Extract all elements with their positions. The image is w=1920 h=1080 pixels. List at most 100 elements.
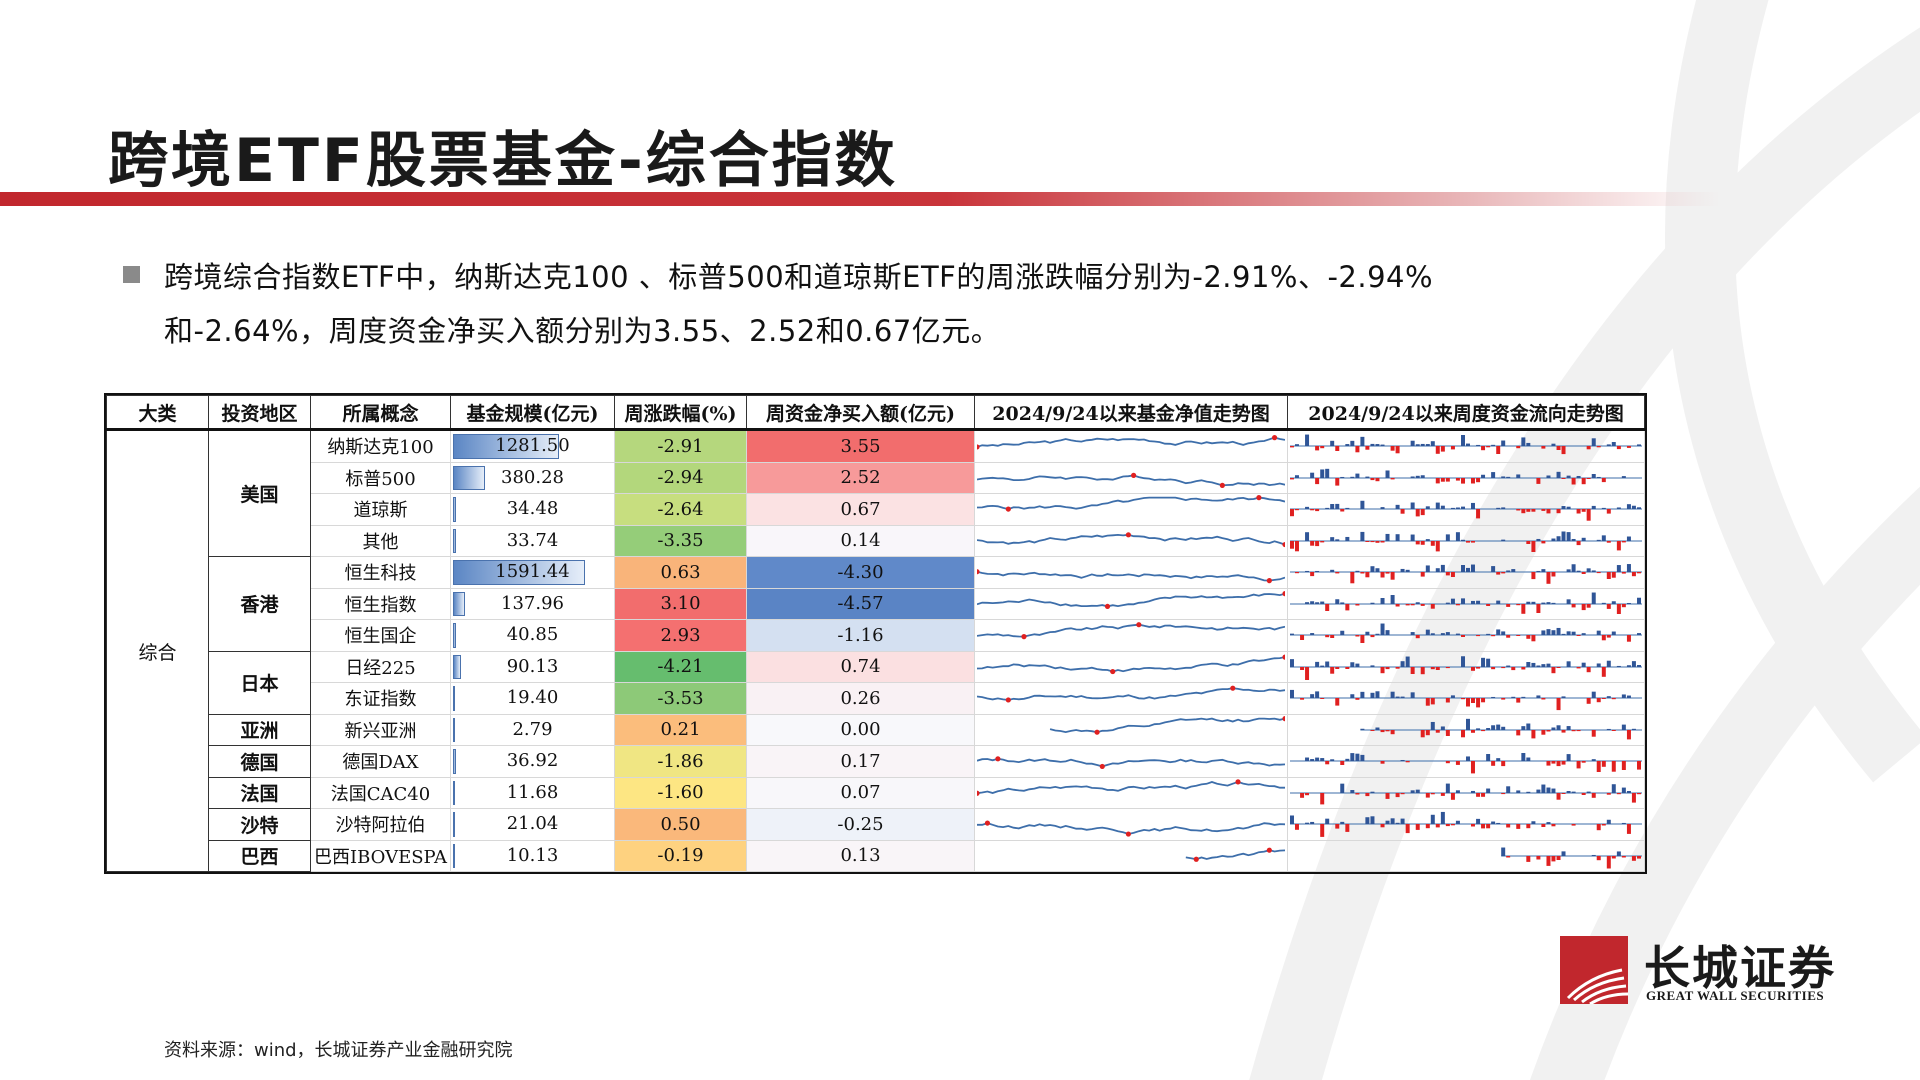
size-cell: 90.13 bbox=[450, 650, 615, 683]
concept-cell: 恒生国企 bbox=[310, 619, 451, 652]
concept-cell: 日经225 bbox=[310, 650, 451, 683]
change-cell: 2.93 bbox=[614, 619, 747, 652]
nav-sparkline bbox=[974, 493, 1288, 526]
size-bar bbox=[453, 843, 455, 868]
change-cell: 0.50 bbox=[614, 808, 747, 841]
change-cell: -2.94 bbox=[614, 461, 747, 494]
size-value: 10.13 bbox=[506, 844, 559, 866]
size-value: 2.79 bbox=[512, 718, 553, 740]
size-bar bbox=[453, 717, 455, 742]
title-divider bbox=[0, 192, 1720, 206]
flow-cell: 0.07 bbox=[746, 776, 975, 809]
source-note: 资料来源：wind，长城证券产业金融研究院 bbox=[164, 1040, 513, 1061]
flow-cell: 3.55 bbox=[746, 429, 975, 463]
size-bar bbox=[453, 686, 455, 711]
table-row: 巴西 巴西IBOVESPA 10.13 -0.19 0.13 bbox=[107, 839, 1645, 872]
size-value: 40.85 bbox=[506, 624, 559, 645]
flow-cell: 0.13 bbox=[746, 839, 975, 872]
nav-sparkline bbox=[974, 587, 1288, 620]
size-cell: 1591.44 bbox=[450, 556, 615, 589]
size-bar bbox=[453, 749, 456, 774]
size-value: 33.74 bbox=[506, 529, 559, 551]
change-cell: 3.10 bbox=[614, 587, 747, 620]
nav-sparkline bbox=[974, 619, 1288, 652]
summary-text: 跨境综合指数ETF中，纳斯达克100 、标普500和道琼斯ETF的周涨跌幅分别为… bbox=[164, 250, 1684, 358]
flow-sparkline bbox=[1287, 429, 1645, 463]
flow-sparkline bbox=[1287, 682, 1645, 715]
flow-sparkline bbox=[1287, 524, 1645, 557]
logo-name-en: GREAT WALL SECURITIES bbox=[1646, 988, 1825, 1003]
flow-cell: 0.17 bbox=[746, 745, 975, 778]
size-cell: 21.04 bbox=[450, 808, 615, 841]
etf-table: 大类 投资地区 所属概念 基金规模(亿元) 周涨跌幅(%) 周资金净买入额(亿元… bbox=[104, 393, 1647, 874]
size-value: 19.40 bbox=[506, 687, 559, 708]
flow-cell: -0.25 bbox=[746, 808, 975, 841]
flow-sparkline bbox=[1287, 556, 1645, 589]
flow-sparkline bbox=[1287, 587, 1645, 620]
concept-cell: 沙特阿拉伯 bbox=[310, 808, 451, 841]
size-bar bbox=[453, 528, 456, 553]
table-header-row: 大类 投资地区 所属概念 基金规模(亿元) 周涨跌幅(%) 周资金净买入额(亿元… bbox=[106, 395, 1645, 431]
size-cell: 34.48 bbox=[450, 493, 615, 526]
change-cell: 0.21 bbox=[614, 713, 747, 746]
col-header: 投资地区 bbox=[208, 395, 311, 431]
table-row: 沙特 沙特阿拉伯 21.04 0.50 -0.25 bbox=[107, 808, 1645, 841]
table-row: 标普500 380.28 -2.94 2.52 bbox=[107, 461, 1645, 494]
summary-line-1: 跨境综合指数ETF中，纳斯达克100 、标普500和道琼斯ETF的周涨跌幅分别为… bbox=[164, 260, 1434, 294]
flow-cell: -4.30 bbox=[746, 556, 975, 589]
region-cell: 日本 bbox=[208, 650, 311, 715]
change-cell: -2.91 bbox=[614, 429, 747, 463]
nav-sparkline bbox=[974, 682, 1288, 715]
region-cell: 香港 bbox=[208, 556, 311, 652]
col-header: 周资金净买入额(亿元) bbox=[746, 395, 975, 431]
flow-cell: 2.52 bbox=[746, 461, 975, 494]
size-cell: 1281.50 bbox=[450, 429, 615, 463]
table-row: 其他 33.74 -3.35 0.14 bbox=[107, 524, 1645, 557]
flow-cell: 0.74 bbox=[746, 650, 975, 683]
flow-cell: 0.14 bbox=[746, 524, 975, 557]
table-row: 日本 日经225 90.13 -4.21 0.74 bbox=[107, 650, 1645, 715]
flow-sparkline bbox=[1287, 713, 1645, 746]
flow-cell: 0.26 bbox=[746, 682, 975, 715]
size-bar bbox=[453, 434, 560, 459]
size-bar bbox=[453, 654, 461, 679]
nav-sparkline bbox=[974, 556, 1288, 589]
flow-sparkline bbox=[1287, 493, 1645, 526]
table-row: 综合 美国 纳斯达克100 1281.50 -2.91 3.55 bbox=[106, 429, 1645, 872]
change-cell: -2.64 bbox=[614, 493, 747, 526]
nav-sparkline bbox=[974, 429, 1288, 463]
concept-cell: 东证指数 bbox=[310, 682, 451, 715]
nav-sparkline bbox=[974, 776, 1288, 809]
region-cell: 法国 bbox=[208, 776, 311, 809]
concept-cell: 其他 bbox=[310, 524, 451, 557]
size-cell: 11.68 bbox=[450, 776, 615, 809]
change-cell: -3.35 bbox=[614, 524, 747, 557]
nav-sparkline bbox=[974, 713, 1288, 746]
table-row: 亚洲 新兴亚洲 2.79 0.21 0.00 bbox=[107, 713, 1645, 746]
table-row: 香港 恒生科技 1591.44 0.63 -4.30 bbox=[107, 556, 1645, 652]
size-value: 90.13 bbox=[506, 655, 559, 677]
size-value: 137.96 bbox=[501, 592, 564, 614]
flow-sparkline bbox=[1287, 461, 1645, 494]
size-value: 11.68 bbox=[506, 781, 559, 803]
concept-cell: 道琼斯 bbox=[310, 493, 451, 526]
size-bar bbox=[453, 591, 465, 616]
col-header: 2024/9/24以来基金净值走势图 bbox=[974, 395, 1288, 431]
concept-cell: 恒生指数 bbox=[310, 587, 451, 620]
summary-line-2: 和-2.64%，周度资金净买入额分别为3.55、2.52和0.67亿元。 bbox=[164, 314, 1001, 348]
nav-sparkline bbox=[974, 461, 1288, 494]
concept-cell: 纳斯达克100 bbox=[310, 429, 451, 463]
change-cell: -4.21 bbox=[614, 650, 747, 683]
size-bar bbox=[453, 623, 457, 648]
table-row: 法国 法国CAC40 11.68 -1.60 0.07 bbox=[107, 776, 1645, 809]
nav-sparkline bbox=[974, 745, 1288, 778]
company-logo: 长城证券 GREAT WALL SECURITIES bbox=[1560, 936, 1862, 1004]
flow-sparkline bbox=[1287, 839, 1645, 872]
region-cell: 亚洲 bbox=[208, 713, 311, 746]
concept-cell: 恒生科技 bbox=[310, 556, 451, 589]
concept-cell: 法国CAC40 bbox=[310, 776, 451, 809]
category-cell: 综合 bbox=[106, 429, 209, 872]
size-value: 1281.50 bbox=[495, 435, 570, 456]
nav-sparkline bbox=[974, 808, 1288, 841]
size-value: 380.28 bbox=[501, 466, 564, 488]
